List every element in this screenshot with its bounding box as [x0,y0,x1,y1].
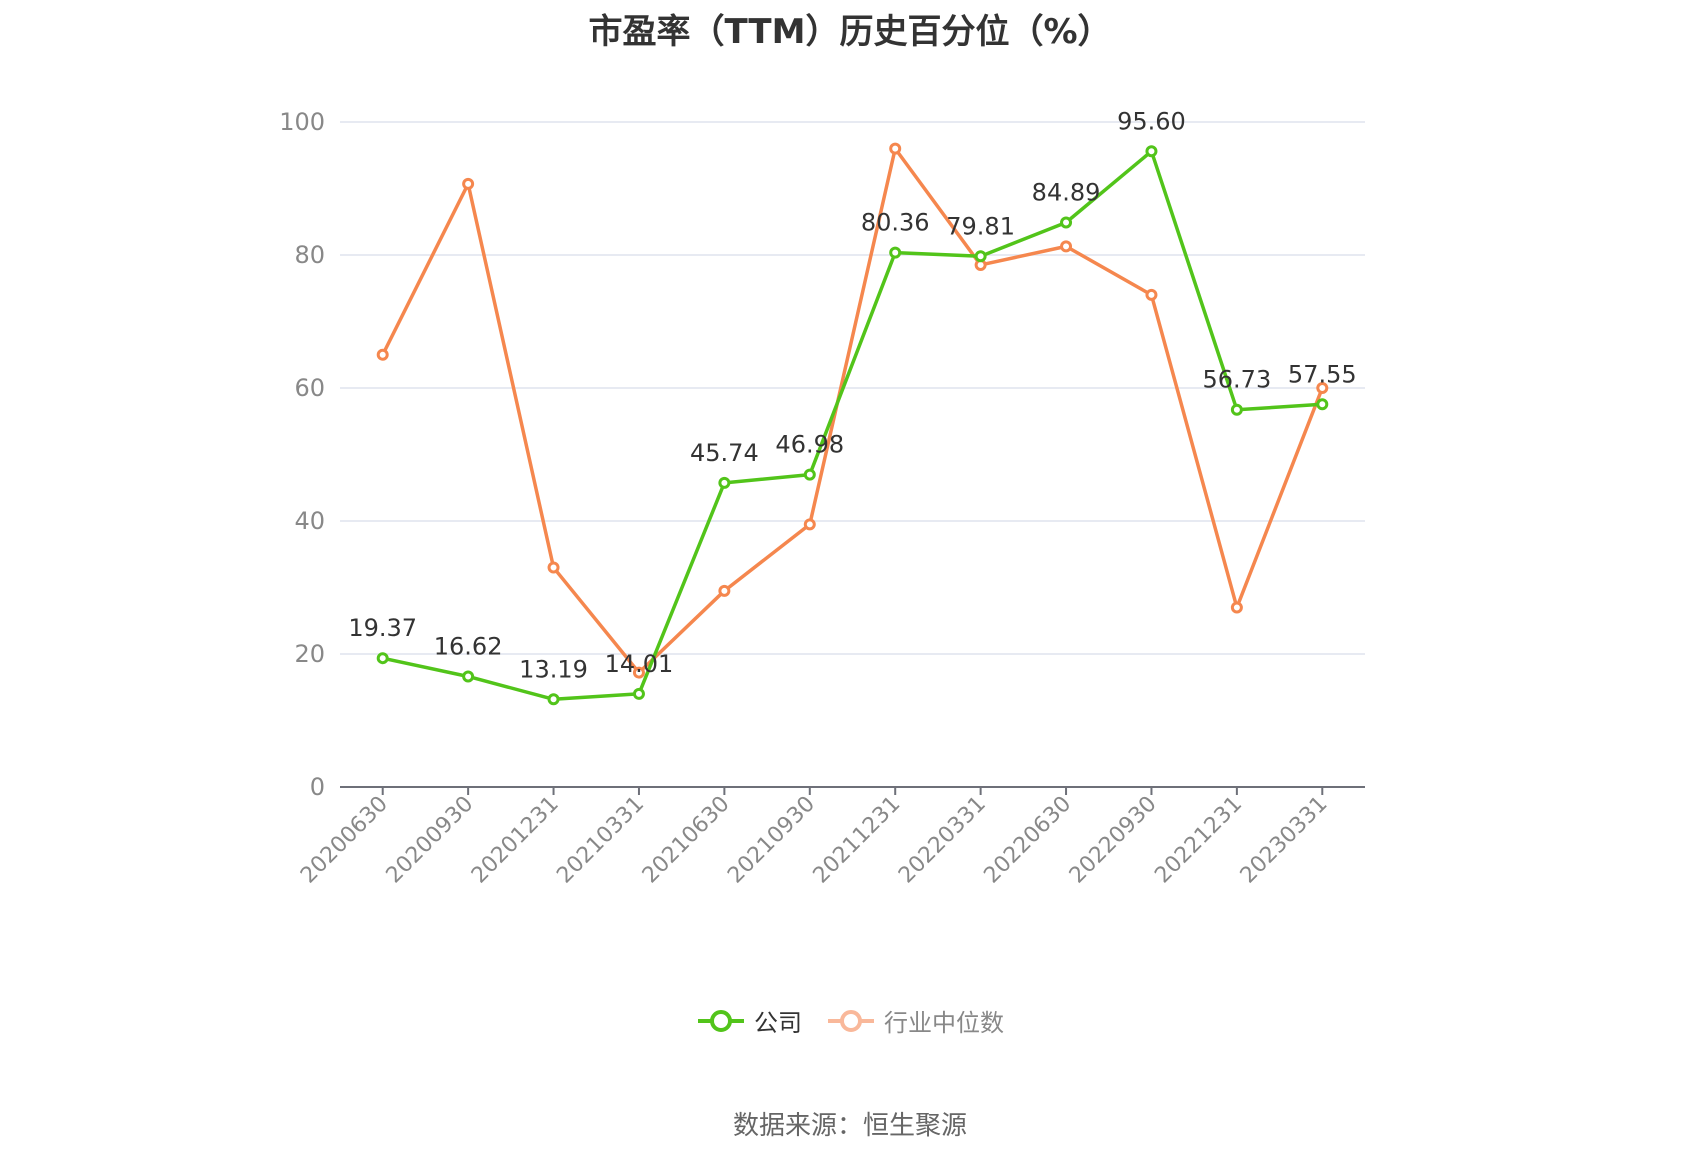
legend-item-industry[interactable]: 行业中位数 [826,1003,1004,1038]
company-data-label: 13.19 [519,655,588,683]
label-layer: 19.37 16.62 13.19 14.01 45.74 46.98 80.36 79.81… [348,107,1356,683]
industry-line [381,146,1324,675]
industry-point [462,177,475,190]
legend: 公司 行业中位数 [0,1003,1700,1038]
legend-label-company: 公司 [754,1009,802,1037]
y-tick-label: 40 [294,507,325,535]
y-tick-label: 80 [294,241,325,269]
industry-point [547,561,560,574]
company-point [1316,398,1329,411]
company-data-label: 79.81 [946,212,1015,240]
company-data-label: 45.74 [690,439,759,467]
company-point [1145,145,1158,158]
data-source: 数据来源：恒生聚源 [732,1111,967,1141]
company-point [1060,216,1073,229]
legend-company-icon [698,1009,744,1032]
x-tick-label: 20200630 [296,792,393,889]
y-tick-label: 100 [279,108,325,136]
chart-title: 市盈率（TTM）历史百分位（%） [588,12,1112,52]
company-point [547,693,560,706]
company-data-label: 19.37 [348,614,417,642]
company-data-label: 95.60 [1117,107,1186,135]
company-point [376,652,389,665]
series-layer [376,142,1329,706]
x-tick-label: 20220331 [894,792,991,889]
company-point [803,468,816,481]
industry-point [1230,601,1243,614]
industry-point [1145,288,1158,301]
y-tick-label: 60 [294,374,325,402]
company-point [889,246,902,259]
y-tick-label: 20 [294,640,325,668]
line-chart: 0204060801002020063020200930202012312021… [279,107,1365,888]
y-tick-label: 0 [310,773,325,801]
x-tick-label: 20201231 [467,792,564,889]
grid-layer [340,121,1365,655]
company-line [382,149,1323,702]
legend-label-industry: 行业中位数 [884,1009,1004,1037]
industry-point [376,348,389,361]
legend-item-company[interactable]: 公司 [696,1003,802,1038]
company-data-label: 57.55 [1288,360,1357,388]
industry-point [1316,382,1329,394]
x-tick-label: 20221231 [1150,792,1247,889]
industry-point [632,666,645,679]
company-data-label: 14.01 [605,650,674,678]
legend-industry-icon [828,1009,874,1032]
company-point [462,670,475,683]
industry-point [718,584,731,597]
company-data-label: 56.73 [1203,366,1272,394]
company-data-label: 46.98 [775,431,844,459]
axis-layer: 0204060801002020063020200930202012312021… [279,108,1365,888]
company-point [1230,403,1243,416]
company-data-label: 84.89 [1032,178,1101,206]
x-tick-label: 20210930 [723,792,820,889]
x-tick-label: 20200930 [382,792,479,889]
company-point [718,476,731,489]
x-tick-label: 20220930 [1065,792,1162,889]
x-tick-label: 20210331 [552,792,649,889]
company-data-label: 80.36 [861,209,930,237]
company-point [632,687,645,700]
x-tick-label: 20211231 [809,792,906,889]
industry-point [1060,240,1073,253]
industry-point [803,518,816,531]
x-tick-label: 20210630 [638,792,735,889]
x-tick-label: 20220630 [979,792,1076,889]
company-data-label: 16.62 [434,632,503,660]
company-point [974,250,987,263]
x-tick-label: 20230331 [1236,792,1333,889]
industry-point [889,142,902,155]
